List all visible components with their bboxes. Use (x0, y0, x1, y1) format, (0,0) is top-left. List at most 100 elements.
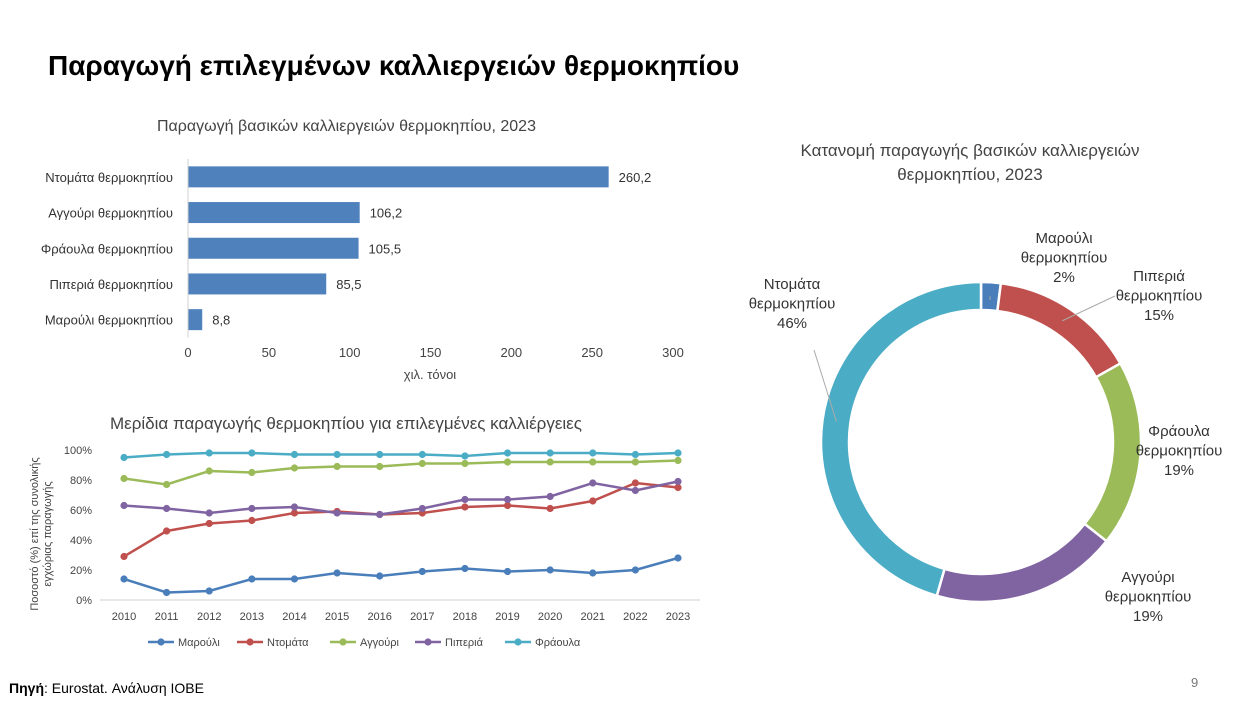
bar-x-tick-label: 250 (581, 345, 603, 360)
data-point (503, 501, 512, 510)
line-x-tick-label: 2017 (410, 611, 434, 623)
data-point (589, 569, 597, 577)
donut-slice-name: θερμοκηπίου (1116, 288, 1203, 305)
donut-chart-title: Κατανομή παραγωγής βασικών καλλιεργειών … (800, 141, 1140, 184)
legend-label: Μαρούλι (178, 637, 220, 649)
data-point (631, 479, 639, 487)
data-point (333, 462, 341, 471)
data-point (248, 468, 256, 477)
line-y-axis-label-line: Ποσοστό (%) επί της συνολικής (29, 457, 41, 610)
legend-label: Αγγούρι (360, 637, 400, 649)
line-y-axis-label-line: εγχώριας παραγωγής (42, 481, 54, 586)
line-x-tick-label: 2016 (367, 611, 391, 623)
data-point (120, 575, 128, 583)
bar (188, 166, 609, 188)
data-point (163, 527, 171, 535)
data-point (333, 509, 341, 517)
data-point (546, 492, 554, 501)
bar-chart-title: Παραγωγή βασικών καλλιεργειών θερμοκηπίο… (157, 118, 536, 135)
data-point (589, 449, 597, 457)
donut-slice (1082, 361, 1143, 543)
line-y-axis-label: Ποσοστό (%) επί της συνολικήςεγχώριας πα… (29, 457, 54, 610)
data-point (248, 516, 256, 525)
donut-slice-name: Μαρούλι (1035, 230, 1092, 247)
line-x-tick-label: 2019 (495, 611, 519, 623)
donut-slice-percent: 19% (1133, 608, 1163, 625)
line-y-tick-label: 40% (70, 535, 92, 547)
bar-category-label: Μαρούλι θερμοκηπίου (45, 313, 173, 328)
data-point (674, 477, 682, 486)
line-x-tick-label: 2023 (666, 611, 690, 623)
legend-swatch-marker (424, 638, 432, 646)
data-point (376, 572, 384, 580)
page-number: 9 (1191, 675, 1199, 690)
data-point (503, 567, 512, 576)
data-point (503, 495, 512, 504)
legend-swatch-marker (157, 638, 165, 646)
donut-leader-line (813, 349, 837, 422)
data-point (631, 566, 639, 574)
line-y-tick-label: 20% (70, 565, 92, 577)
data-point (290, 464, 299, 472)
data-point (503, 449, 512, 457)
line-x-tick-label: 2022 (623, 611, 647, 623)
data-point (631, 458, 639, 466)
line-x-tick-label: 2020 (538, 611, 562, 623)
donut-slice (935, 522, 1109, 604)
donut-slice-name: Πιπεριά (1133, 268, 1185, 285)
data-point (461, 459, 469, 468)
data-point (546, 566, 554, 574)
series-line (123, 556, 679, 594)
bar-x-axis-label: χιλ. τόνοι (404, 367, 457, 382)
data-point (290, 509, 299, 517)
data-point (418, 504, 426, 513)
donut-chart: Μαρούλι θερμοκηπίου 2% Πιπεριά θερμοκηπίου 15… (749, 230, 1223, 625)
bar (188, 237, 359, 259)
data-point (461, 564, 469, 573)
legend-swatch-marker (514, 638, 522, 646)
data-point (333, 450, 341, 459)
bar-value-label: 8,8 (212, 313, 230, 328)
bar-value-label: 260,2 (619, 170, 652, 185)
donut-slice-name: Ντομάτα (764, 276, 821, 293)
data-point (589, 479, 597, 487)
data-point (589, 458, 597, 466)
donut-slice (995, 281, 1123, 379)
data-point (418, 450, 426, 459)
line-x-tick-label: 2018 (453, 611, 477, 623)
line-x-tick-label: 2011 (155, 611, 179, 623)
legend-label: Ντομάτα (267, 637, 309, 649)
bar-category-label: Φράουλα θερμοκηπίου (41, 241, 173, 256)
series-line (123, 480, 679, 516)
data-point (376, 450, 384, 459)
data-point (418, 459, 426, 468)
data-point (205, 449, 213, 457)
bar-x-tick-label: 0 (184, 345, 191, 360)
data-point (290, 575, 299, 583)
data-point (333, 569, 341, 577)
data-point (631, 450, 639, 459)
data-point (674, 483, 682, 492)
source-text: : Eurostat. Ανάλυση ΙΟΒΕ (44, 680, 204, 696)
donut-slice-percent: 2% (1053, 269, 1075, 286)
legend-swatch-marker (339, 638, 347, 646)
data-point (205, 587, 213, 595)
bar-value-label: 106,2 (370, 206, 403, 221)
line-x-tick-label: 2012 (197, 611, 221, 623)
data-point (461, 452, 469, 460)
line-chart-title: Μερίδια παραγωγής θερμοκηπίου για επιλεγ… (110, 414, 582, 433)
donut-slice-percent: 46% (777, 315, 807, 332)
donut-slice-label: Πιπεριά θερμοκηπίου 15% (1116, 268, 1203, 324)
bar-chart: Ντομάτα θερμοκηπίου 260,2 Αγγούρι θερμοκηπ… (41, 159, 684, 382)
line-x-tick-label: 2010 (112, 611, 136, 623)
donut-slice-name: θερμοκηπίου (1021, 250, 1108, 267)
donut-slice-name: θερμοκηπίου (749, 296, 836, 313)
data-point (631, 486, 639, 495)
bar-x-tick-label: 300 (662, 345, 684, 360)
page-title: Παραγωγή επιλεγμένων καλλιεργειών θερμοκ… (48, 50, 740, 81)
bar-category-label: Αγγούρι θερμοκηπίου (48, 206, 173, 221)
data-point (290, 450, 299, 459)
data-point (163, 450, 171, 459)
bar (188, 273, 327, 295)
donut-slice-label: Φράουλα θερμοκηπίου 19% (1136, 423, 1223, 479)
